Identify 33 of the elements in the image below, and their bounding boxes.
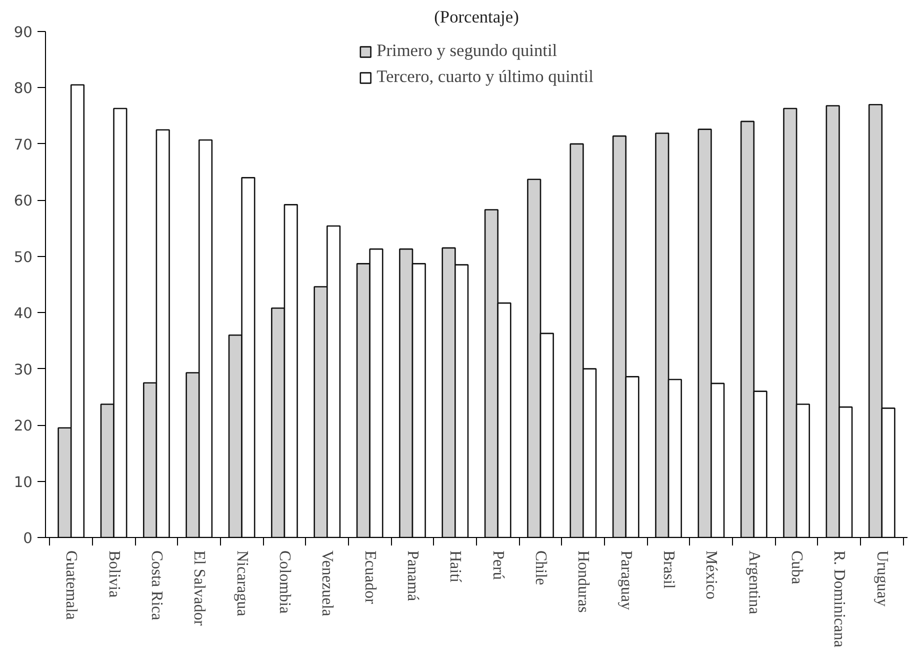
- x-tick-label: Guatemala: [62, 550, 80, 620]
- x-tick-label: Uruguay: [873, 550, 890, 606]
- y-tick-label: 0: [23, 530, 33, 547]
- x-tick-label: Cuba: [788, 550, 806, 584]
- y-tick-label: 40: [14, 305, 33, 322]
- x-tick-label: Nicaragua: [233, 550, 250, 616]
- y-tick-label: 60: [14, 192, 33, 210]
- y-tick-label: 30: [14, 361, 33, 378]
- x-tick-label: Costa Rica: [148, 550, 165, 620]
- x-tick-label: Haití: [446, 550, 464, 584]
- x-tick-label: Colombia: [276, 550, 293, 614]
- x-tick-label: Chile: [532, 550, 550, 586]
- x-tick-label: El Salvador: [190, 550, 208, 626]
- x-tick-label: Bolivia: [105, 550, 122, 598]
- x-tick-label: Argentina: [745, 550, 762, 614]
- x-tick-label: Paraguay: [617, 550, 634, 610]
- x-tick-label: México: [702, 550, 720, 600]
- x-tick-label: Honduras: [574, 550, 592, 613]
- x-tick-label: R. Dominicana: [830, 550, 848, 648]
- x-tick-label: Perú: [489, 550, 506, 580]
- x-tick-label: Brasil: [660, 550, 678, 590]
- y-tick-label: 70: [14, 136, 33, 154]
- y-tick-label: 90: [14, 24, 33, 41]
- y-tick-label: 10: [14, 474, 33, 491]
- legend-label: Tercero, cuarto y último quintil: [376, 67, 594, 87]
- x-tick-label: Venezuela: [318, 550, 336, 616]
- x-tick-label: Panamá: [404, 550, 421, 602]
- x-tick-label: Ecuador: [361, 550, 378, 604]
- chart-subtitle: (Porcentaje): [434, 8, 520, 26]
- legend-label: Primero y segundo quintil: [376, 41, 558, 61]
- y-tick-label: 80: [14, 80, 33, 98]
- y-tick-label: 50: [14, 248, 33, 266]
- y-tick-label: 20: [14, 418, 33, 435]
